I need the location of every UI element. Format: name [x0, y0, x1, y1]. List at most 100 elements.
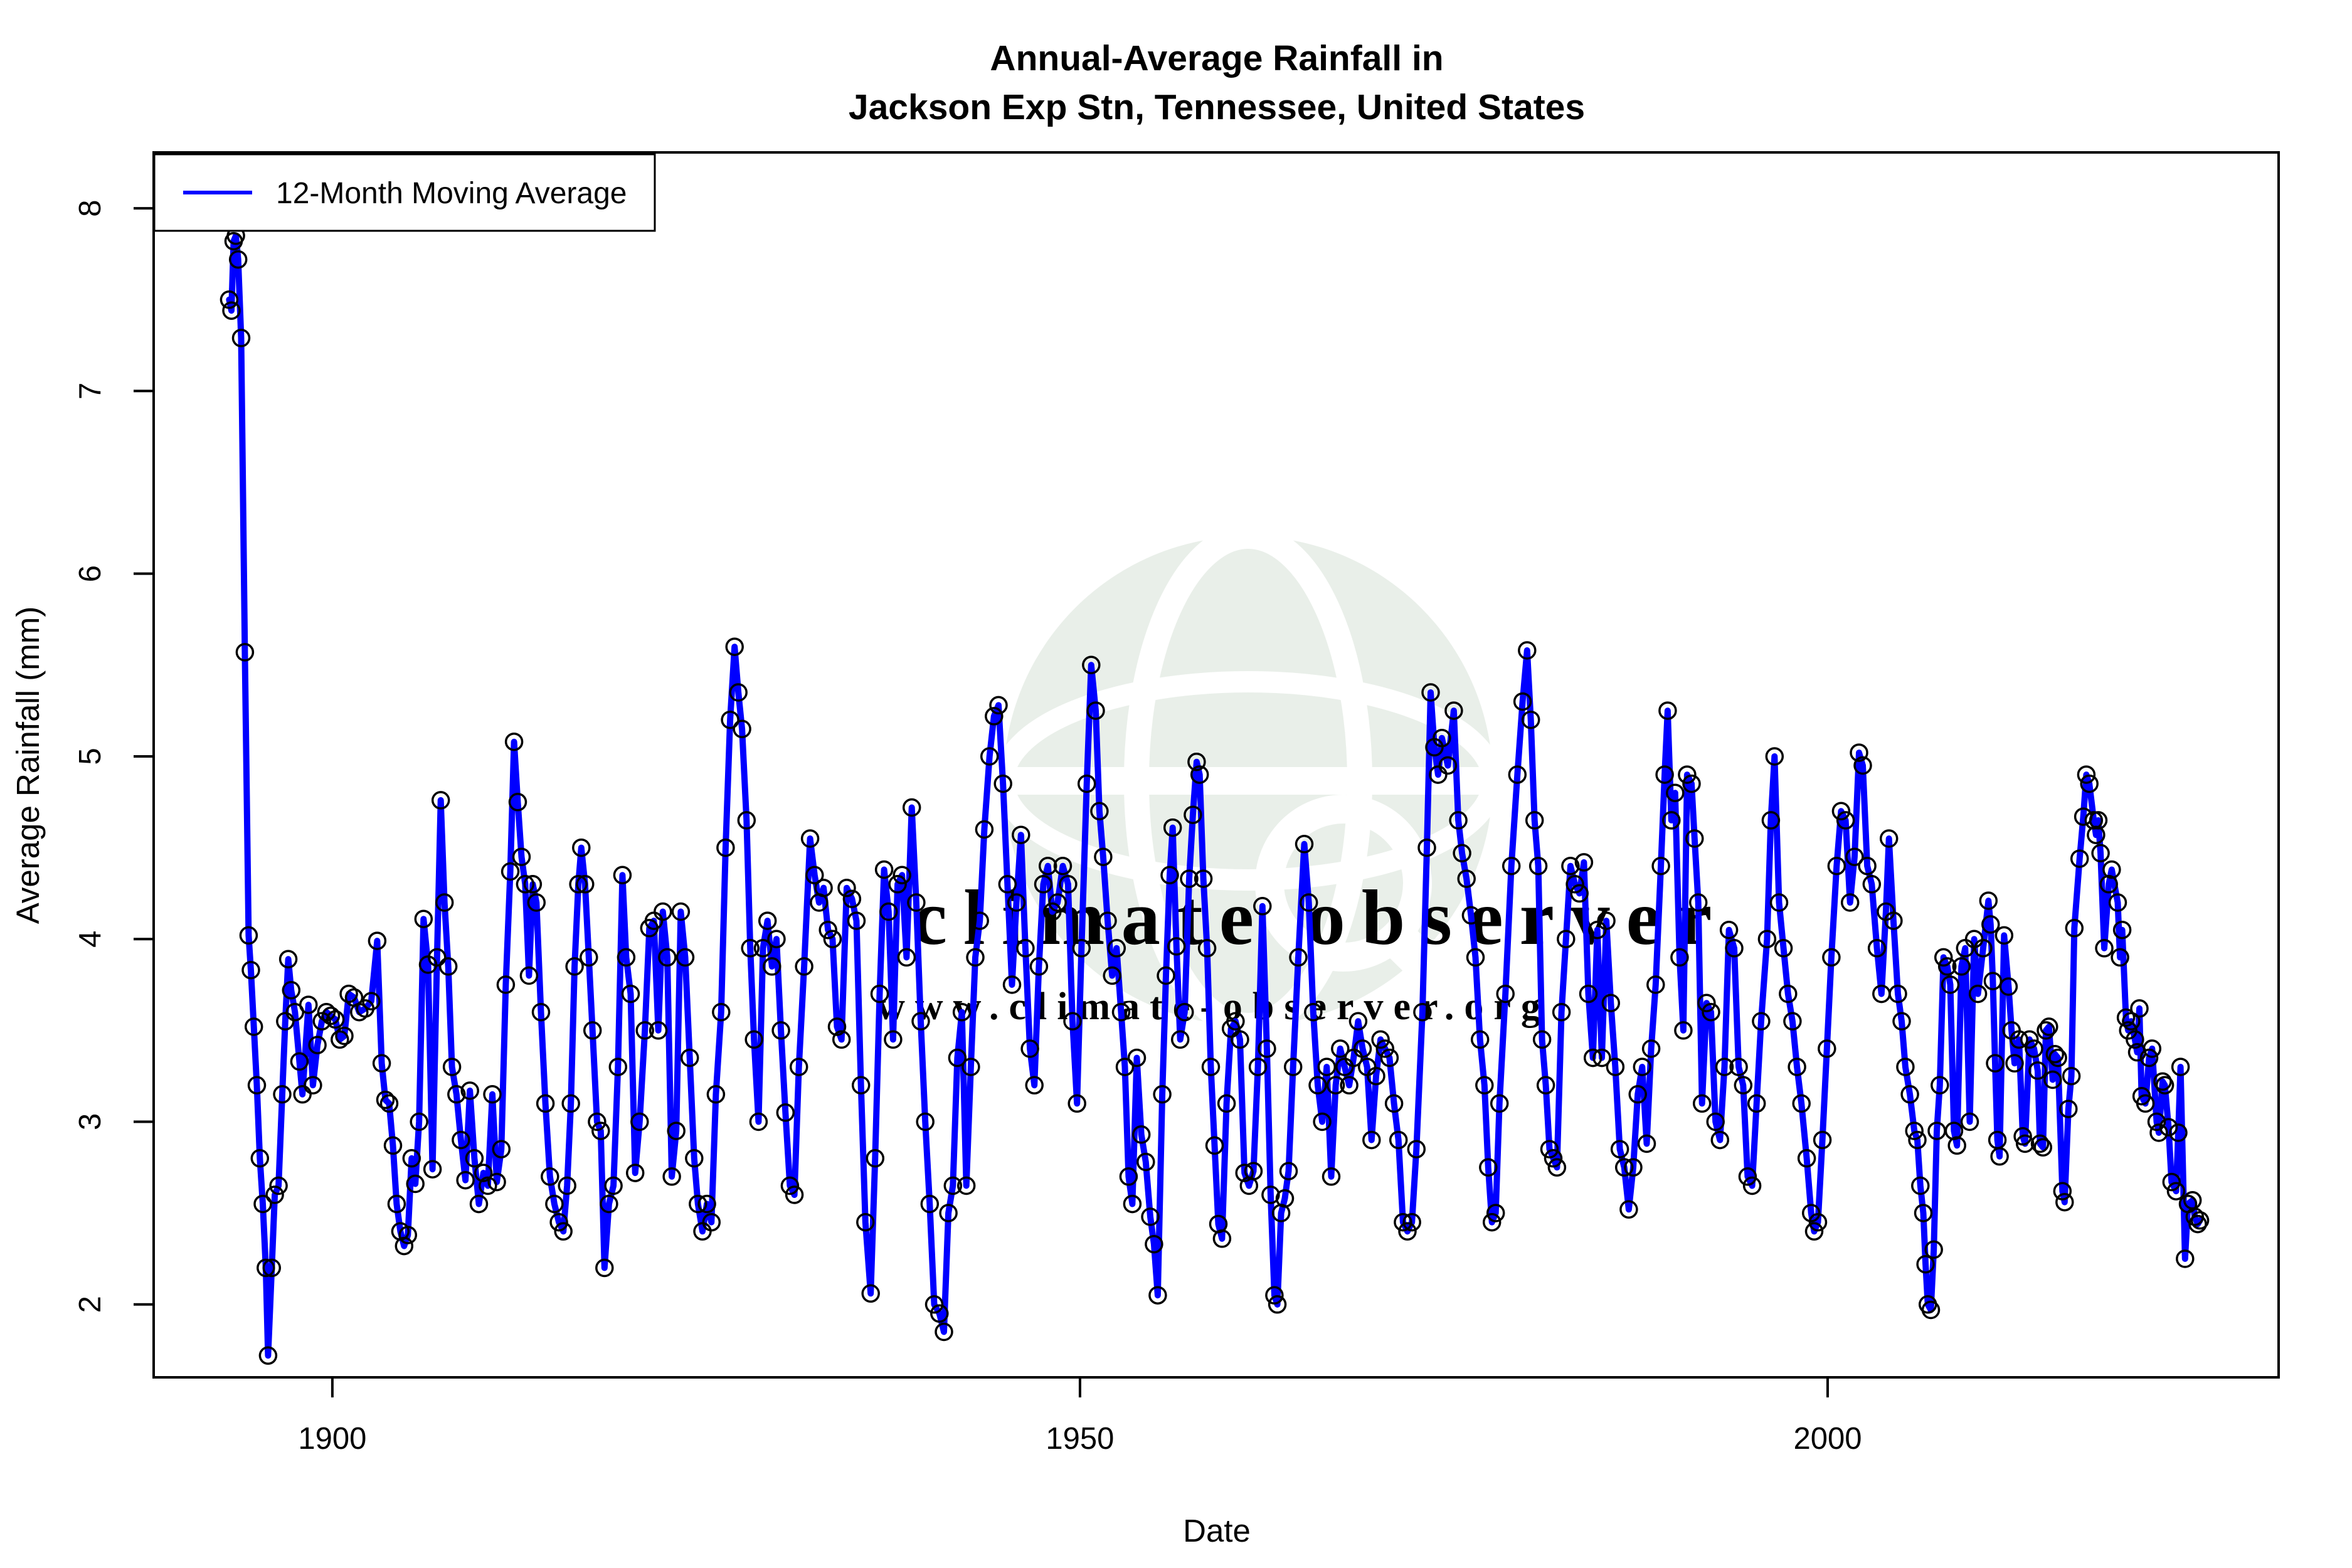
y-tick-label: 8: [73, 199, 107, 216]
data-point-marker: [1536, 1076, 1555, 1095]
data-point-marker: [697, 1194, 716, 1214]
data-point-marker: [1911, 1176, 1930, 1195]
data-point-marker: [1394, 1212, 1412, 1232]
data-point-marker: [2143, 1039, 2162, 1058]
data-point-marker: [1508, 765, 1527, 784]
data-point-marker: [576, 875, 595, 894]
data-point-marker: [2025, 1039, 2043, 1058]
data-point-marker: [1999, 977, 2018, 996]
data-point-marker: [2037, 1021, 2055, 1040]
data-point-marker: [966, 948, 985, 967]
data-point-marker: [2005, 1054, 2024, 1073]
data-point-marker: [1308, 1076, 1327, 1095]
data-point-marker: [1561, 856, 1580, 876]
data-point-marker: [733, 719, 751, 739]
data-point-marker: [785, 1185, 804, 1204]
data-point-marker: [1016, 939, 1035, 958]
data-point-marker: [1160, 866, 1179, 885]
data-point-marker: [536, 1094, 555, 1113]
data-point-marker: [523, 875, 543, 894]
data-point-marker: [1655, 765, 1674, 784]
data-point-marker: [1313, 1112, 1332, 1131]
data-point-marker: [308, 1036, 327, 1054]
data-point-marker: [685, 1149, 704, 1168]
data-point-marker: [2147, 1112, 2166, 1131]
data-point-marker: [1059, 875, 1078, 894]
data-point-marker: [414, 909, 433, 928]
data-point-marker: [2077, 765, 2096, 784]
data-point-marker: [837, 878, 856, 898]
data-point-marker: [814, 878, 833, 898]
data-point-marker: [239, 926, 258, 945]
data-point-marker: [2020, 1030, 2039, 1049]
data-point-marker: [1610, 1140, 1629, 1158]
data-point-marker: [1606, 1057, 1625, 1076]
data-point-marker: [1757, 930, 1777, 948]
data-point-marker: [1490, 1094, 1509, 1113]
data-point-marker: [1583, 1048, 1602, 1067]
data-point-marker: [469, 1194, 489, 1214]
data-point-marker: [1769, 893, 1789, 912]
data-point-marker: [1710, 1130, 1730, 1150]
data-point-marker: [2190, 1211, 2210, 1230]
data-point-marker: [1921, 1300, 1941, 1320]
data-point-marker: [527, 893, 546, 912]
data-point-marker: [1518, 641, 1537, 660]
data-point-marker: [447, 1085, 466, 1104]
data-point-marker: [1067, 1094, 1086, 1113]
data-point-marker: [2130, 999, 2149, 1018]
data-point-marker: [282, 981, 301, 1000]
data-point-marker: [1438, 756, 1458, 775]
data-point-marker: [1662, 811, 1681, 830]
data-point-marker: [975, 820, 994, 839]
data-point-marker: [1547, 1158, 1567, 1177]
data-point-marker: [930, 1304, 949, 1323]
data-point-marker: [2080, 774, 2099, 793]
data-point-marker: [721, 710, 739, 729]
data-point-marker: [716, 838, 735, 857]
data-point-marker: [1532, 1030, 1552, 1049]
data-point-marker: [939, 1204, 958, 1222]
data-point-marker: [565, 957, 584, 976]
data-point-marker: [1107, 939, 1126, 958]
data-point-marker: [842, 889, 862, 908]
data-point-marker: [541, 1167, 559, 1186]
data-point-marker: [1482, 1212, 1502, 1232]
data-point-marker: [504, 732, 524, 751]
legend: 12-Month Moving Average: [153, 153, 656, 232]
data-point-marker: [1601, 993, 1621, 1012]
data-point-marker: [2111, 948, 2129, 967]
data-point-marker: [2043, 1070, 2062, 1089]
data-point-marker: [725, 637, 744, 656]
data-point-marker: [1136, 1152, 1155, 1172]
data-point-marker: [335, 1026, 354, 1046]
data-point-marker: [1528, 856, 1548, 876]
data-point-marker: [2048, 1048, 2067, 1067]
data-point-marker: [1453, 844, 1471, 863]
data-point-marker: [1268, 1295, 1287, 1314]
data-point-marker: [273, 1085, 292, 1104]
data-point-marker: [312, 1012, 331, 1031]
data-point-marker: [1941, 975, 1960, 994]
data-point-marker: [1157, 966, 1175, 985]
data-point-marker: [1253, 897, 1272, 916]
data-point-marker: [231, 329, 251, 347]
data-point-marker: [1348, 1012, 1368, 1031]
data-point-marker: [985, 707, 1004, 726]
data-point-marker: [1779, 984, 1798, 1004]
data-point-marker: [442, 1057, 462, 1076]
data-point-marker: [1797, 1149, 1816, 1168]
data-point-marker: [2055, 1192, 2074, 1212]
axis-ticks: 1900 1950 2000 2 3 4 5 6 7 8: [73, 199, 1862, 1456]
data-point-marker: [1421, 683, 1440, 702]
data-point-marker: [304, 1076, 322, 1095]
y-tick-label: 4: [73, 931, 107, 948]
data-point-marker: [1020, 1039, 1039, 1058]
data-point-marker: [1375, 1039, 1395, 1058]
data-point-marker: [456, 1170, 475, 1190]
data-point-marker: [438, 957, 458, 976]
data-point-marker: [501, 862, 520, 881]
data-point-marker: [1570, 884, 1589, 903]
data-point-marker: [1167, 937, 1186, 956]
data-point-marker: [1299, 893, 1318, 912]
